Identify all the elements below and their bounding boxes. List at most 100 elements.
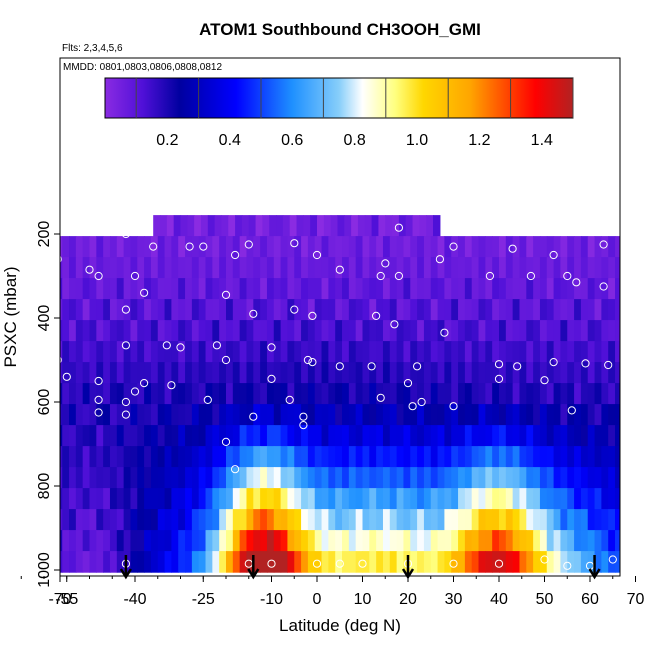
heatmap-cell — [198, 530, 207, 552]
heatmap-cell — [567, 425, 575, 447]
heatmap-cell — [615, 551, 620, 573]
heatmap-cell — [253, 404, 261, 426]
heatmap-cell — [144, 467, 152, 489]
heatmap-cell — [185, 383, 193, 405]
sample-point — [130, 387, 140, 396]
heatmap-cell — [157, 341, 166, 363]
heatmap-cell — [335, 446, 343, 468]
x-tick-label: 40 — [490, 591, 508, 608]
heatmap-cell — [321, 320, 329, 342]
heatmap-cell — [642, 551, 649, 573]
heatmap-cell — [307, 488, 316, 510]
heatmap-cell — [512, 446, 521, 468]
heatmap-cell — [226, 341, 234, 363]
heatmap-cell — [587, 530, 596, 552]
heatmap-cell — [157, 236, 166, 258]
heatmap-cell — [505, 257, 514, 279]
heatmap-cell — [253, 488, 261, 510]
heatmap-cell — [342, 278, 350, 300]
heatmap-cell — [519, 341, 527, 363]
heatmap-cell — [273, 320, 282, 342]
sample-point — [567, 406, 576, 415]
heatmap-cell — [178, 530, 186, 552]
heatmap-cell — [178, 446, 186, 468]
heatmap-cell — [615, 467, 620, 489]
heatmap-cell — [8, 488, 15, 510]
heatmap-cell — [8, 404, 15, 426]
heatmap-cell — [615, 509, 620, 531]
heatmap-cell — [478, 257, 486, 279]
heatmap-cell — [458, 236, 466, 258]
heatmap-cell — [123, 404, 132, 426]
heatmap-cell — [328, 551, 336, 573]
heatmap-cell — [636, 236, 643, 258]
heatmap-cell — [485, 425, 493, 447]
heatmap-cell — [430, 320, 439, 342]
heatmap-cell — [499, 341, 507, 363]
heatmap-cell — [560, 362, 568, 384]
heatmap-cell — [103, 425, 111, 447]
heatmap-cell — [464, 425, 473, 447]
heatmap-cell — [287, 530, 295, 552]
heatmap-cell — [266, 488, 275, 510]
heatmap-cell — [8, 383, 15, 405]
heatmap-cell — [171, 488, 179, 510]
heatmap-cell — [49, 257, 56, 279]
heatmap-cell — [369, 383, 377, 405]
heatmap-cell — [171, 362, 179, 384]
heatmap-cell — [458, 278, 466, 300]
heatmap-cell — [62, 551, 70, 573]
heatmap-cell — [417, 446, 425, 468]
heatmap-cell — [266, 257, 275, 279]
heatmap-cell — [376, 320, 384, 342]
heatmap-cell — [28, 257, 35, 279]
heatmap-cell — [629, 467, 636, 489]
heatmap-cell — [369, 488, 377, 510]
heatmap-cell — [615, 530, 620, 552]
heatmap-cell — [389, 404, 398, 426]
heatmap-cell — [601, 488, 609, 510]
heatmap-cell — [608, 257, 616, 279]
heatmap-cell — [444, 299, 452, 321]
heatmap-cell — [539, 362, 548, 384]
heatmap-cell — [144, 425, 152, 447]
heatmap-cell — [75, 278, 84, 300]
heatmap-cell — [212, 446, 220, 468]
heatmap-cell — [362, 530, 370, 552]
heatmap-cell — [587, 404, 596, 426]
heatmap-cell — [348, 383, 357, 405]
y-tick-label: 200 — [36, 221, 53, 248]
heatmap-cell — [178, 467, 186, 489]
heatmap-cell — [505, 299, 514, 321]
heatmap-cell — [226, 278, 234, 300]
heatmap-cell — [471, 341, 480, 363]
heatmap-cell — [560, 236, 568, 258]
colorbar-tick-label: 0.8 — [343, 132, 365, 149]
heatmap-cell — [246, 299, 254, 321]
heatmap-cell — [226, 530, 234, 552]
heatmap-cell — [629, 530, 636, 552]
heatmap-cell — [123, 341, 132, 363]
heatmap-cell — [382, 383, 391, 405]
heatmap-cell — [246, 383, 254, 405]
heatmap-cell — [458, 362, 466, 384]
heatmap-cell — [471, 383, 480, 405]
heatmap-cell — [369, 467, 377, 489]
heatmap-cell — [21, 320, 28, 342]
heatmap-cell — [35, 509, 42, 531]
heatmap-cell — [69, 299, 77, 321]
heatmap-cell — [629, 299, 636, 321]
heatmap-cell — [307, 236, 316, 258]
heatmap-cell — [601, 362, 609, 384]
heatmap-cell — [553, 362, 562, 384]
heatmap-cell — [580, 425, 589, 447]
heatmap-cell — [150, 257, 159, 279]
sample-point — [94, 271, 103, 281]
heatmap-cell — [307, 404, 316, 426]
heatmap-cell — [505, 509, 514, 531]
heatmap-cell — [219, 446, 227, 468]
heatmap-cell — [130, 383, 138, 405]
heatmap-cell — [116, 299, 125, 321]
heatmap-cell — [207, 215, 216, 237]
heatmap-cell — [580, 341, 589, 363]
